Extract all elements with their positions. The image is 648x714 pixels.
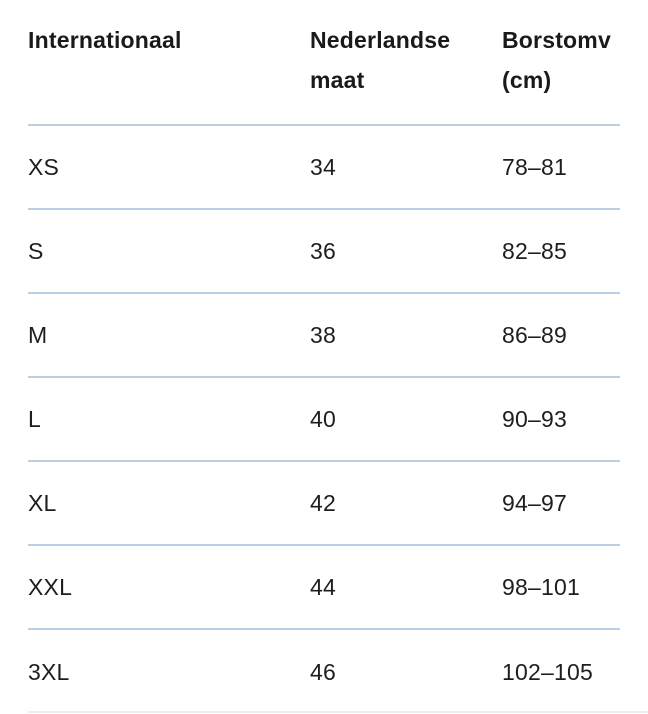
table-row: M 38 86–89 <box>28 294 620 378</box>
cell-international: S <box>28 237 44 264</box>
cell-dutch-size: 40 <box>310 405 336 432</box>
cell-dutch-size: 46 <box>310 658 336 685</box>
cell-chest-cm: 86–89 <box>502 321 567 348</box>
cell-chest-cm: 90–93 <box>502 405 567 432</box>
cell-international: 3XL <box>28 658 70 685</box>
column-header-international: Internationaal <box>28 27 182 53</box>
table-row: 3XL 46 102–105 <box>28 630 620 714</box>
cell-dutch-size: 36 <box>310 237 336 264</box>
cell-chest-cm: 94–97 <box>502 489 567 516</box>
table-row: L 40 90–93 <box>28 378 620 462</box>
cell-international: M <box>28 321 48 348</box>
cell-dutch-size: 44 <box>310 573 336 600</box>
cell-dutch-size: 34 <box>310 153 336 180</box>
cell-international: XL <box>28 489 57 516</box>
column-header-chest-cm: Borstomv (cm) <box>502 27 611 93</box>
cell-international: XXL <box>28 573 73 600</box>
cell-dutch-size: 38 <box>310 321 336 348</box>
table-row: XS 34 78–81 <box>28 126 620 210</box>
table-row: XL 42 94–97 <box>28 462 620 546</box>
column-header-dutch-size: Nederlandse maat <box>310 27 451 93</box>
cell-international: L <box>28 405 41 432</box>
table-header-row: Internationaal Nederlandse maat Borstomv… <box>28 0 620 126</box>
bottom-edge-divider <box>28 711 648 713</box>
table-row: S 36 82–85 <box>28 210 620 294</box>
cell-international: XS <box>28 153 60 180</box>
cell-chest-cm: 102–105 <box>502 658 593 685</box>
cell-chest-cm: 78–81 <box>502 153 567 180</box>
table-row: XXL 44 98–101 <box>28 546 620 630</box>
cell-chest-cm: 98–101 <box>502 573 580 600</box>
cell-dutch-size: 42 <box>310 489 336 516</box>
cell-chest-cm: 82–85 <box>502 237 567 264</box>
